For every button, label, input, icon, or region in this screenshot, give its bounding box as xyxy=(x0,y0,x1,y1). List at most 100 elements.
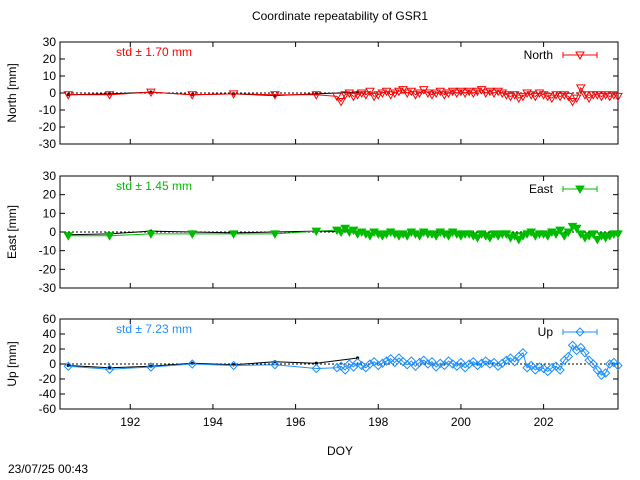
data-point xyxy=(63,232,74,241)
y-axis-label: Up [mm] xyxy=(5,341,19,386)
data-point xyxy=(513,235,524,245)
data-point xyxy=(547,363,557,373)
x-axis-label: DOY xyxy=(327,444,353,458)
y-tick-label: -20 xyxy=(39,262,57,276)
y-tick-label: 30 xyxy=(43,169,57,183)
x-tick-label: 194 xyxy=(203,415,223,429)
data-point xyxy=(456,357,466,368)
data-point xyxy=(414,357,425,368)
data-point xyxy=(340,91,351,100)
data-point xyxy=(146,362,156,372)
data-point xyxy=(530,92,541,102)
data-point xyxy=(530,365,541,375)
data-point xyxy=(571,94,582,104)
data-point xyxy=(600,368,611,378)
data-point xyxy=(609,357,619,368)
y-tick-label: 0 xyxy=(49,225,56,239)
data-point xyxy=(575,84,586,93)
data-point xyxy=(505,92,516,102)
x-tick-label: 202 xyxy=(534,415,554,429)
data-point xyxy=(485,359,495,369)
data-point xyxy=(613,360,623,371)
data-point xyxy=(431,89,441,99)
data-point xyxy=(609,91,619,100)
y-axis-label: North [mm] xyxy=(5,63,19,122)
data-point xyxy=(476,358,487,368)
data-point xyxy=(534,89,545,99)
data-point xyxy=(373,91,384,100)
panel-north: -30 -20 -10 0 10 20 30 North [mm] std ± 1.70 mm N… xyxy=(5,35,623,151)
data-point xyxy=(443,356,454,366)
data-point xyxy=(410,91,421,100)
y-tick-label: 10 xyxy=(43,206,57,220)
data-point xyxy=(352,357,363,368)
data-point xyxy=(427,357,437,367)
data-point xyxy=(604,92,615,102)
data-point xyxy=(385,91,396,100)
data-point xyxy=(605,359,615,369)
data-point xyxy=(187,230,198,239)
data-point xyxy=(394,87,404,97)
data-point xyxy=(559,232,570,241)
data-point xyxy=(575,51,585,61)
data-point xyxy=(596,370,607,380)
data-point xyxy=(431,232,441,241)
data-point xyxy=(592,235,603,245)
x-tick-label: 200 xyxy=(451,415,471,429)
data-point xyxy=(501,355,512,365)
data-point xyxy=(270,91,280,100)
data-point xyxy=(187,91,198,100)
data-point xyxy=(613,230,623,239)
data-point xyxy=(63,91,74,100)
y-tick-label: 20 xyxy=(43,342,57,356)
data-point xyxy=(348,92,359,102)
data-point xyxy=(311,91,322,100)
data-point xyxy=(460,89,470,99)
data-point xyxy=(485,234,495,243)
data-point xyxy=(187,359,197,369)
data-point xyxy=(423,89,433,99)
panels: -30 -20 -10 0 10 20 30 North [mm] std ± 1.70 mm N… xyxy=(5,35,623,429)
y-tick-label: 0 xyxy=(49,357,56,371)
data-point xyxy=(575,185,585,195)
std-label: std ± 1.70 mm xyxy=(116,45,192,59)
data-point xyxy=(414,232,425,241)
legend-label: North xyxy=(524,48,553,62)
y-axis-label: East [mm] xyxy=(5,205,19,259)
data-point xyxy=(365,232,375,241)
data-point xyxy=(228,90,239,99)
y-tick-label: 60 xyxy=(43,312,57,326)
data-point xyxy=(559,91,570,100)
data-point xyxy=(518,348,528,358)
legend-label: Up xyxy=(538,325,554,339)
data-point xyxy=(377,358,388,368)
data-point xyxy=(522,89,532,99)
data-point xyxy=(542,232,553,241)
data-point xyxy=(580,348,590,358)
data-point xyxy=(146,88,156,98)
data-point xyxy=(311,227,322,237)
data-point xyxy=(356,89,367,99)
data-point xyxy=(311,363,321,374)
data-point xyxy=(427,91,437,100)
x-tick-label: 198 xyxy=(368,415,388,429)
data-point xyxy=(464,87,475,97)
data-point xyxy=(402,232,413,241)
data-point xyxy=(596,92,607,102)
data-point xyxy=(63,361,73,371)
y-tick-label: 30 xyxy=(43,35,57,49)
y-tick-label: 20 xyxy=(43,188,57,202)
data-point xyxy=(451,89,462,99)
chart-title: Coordinate repeatability of GSR1 xyxy=(252,9,428,23)
panel-east: -30 -20 -10 0 10 20 30 East [mm] std ± 1.45 mm Ea… xyxy=(5,169,623,295)
data-point xyxy=(501,91,512,100)
data-point xyxy=(571,224,582,234)
data-point xyxy=(542,92,553,102)
data-point xyxy=(592,91,603,100)
data-point xyxy=(447,87,458,97)
timestamp: 23/07/25 00:43 xyxy=(8,462,89,476)
data-point xyxy=(464,359,474,369)
y-tick-label: -40 xyxy=(39,387,57,401)
y-tick-label: 10 xyxy=(43,69,57,83)
